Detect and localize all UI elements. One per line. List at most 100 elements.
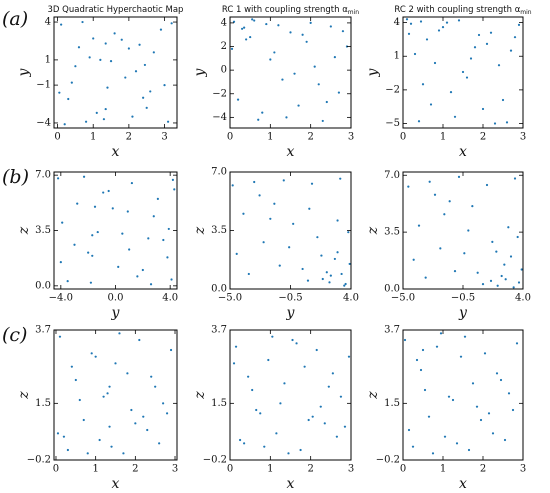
y-tick-label: 4	[45, 17, 51, 28]
point	[147, 237, 150, 240]
point	[301, 33, 304, 36]
point	[236, 98, 240, 101]
point	[297, 104, 300, 107]
point	[347, 231, 350, 234]
x-tick-label: 2	[307, 464, 313, 475]
point	[126, 210, 129, 213]
point	[278, 264, 281, 267]
point	[339, 177, 342, 180]
y-tick-label: −2	[212, 88, 227, 99]
point	[412, 258, 415, 261]
point	[230, 47, 234, 50]
point	[66, 448, 69, 452]
y-axis-label: y	[365, 67, 381, 77]
x-tick-label: 3	[348, 464, 354, 475]
point	[70, 365, 73, 368]
point	[471, 205, 474, 208]
point	[131, 115, 134, 118]
point	[457, 19, 461, 22]
x-tick-label: 3	[348, 132, 354, 143]
x-axis-label: x	[287, 476, 295, 492]
point	[167, 227, 170, 231]
y-tick-label: −4	[36, 117, 51, 128]
plot-frame	[53, 16, 178, 129]
point	[277, 24, 280, 27]
point	[481, 283, 485, 286]
point	[62, 435, 66, 438]
point	[479, 418, 483, 422]
y-tick-label: 2	[221, 41, 227, 52]
point	[483, 352, 487, 355]
point	[89, 281, 92, 284]
point	[92, 37, 95, 40]
point	[307, 418, 310, 422]
point	[171, 178, 174, 182]
point	[94, 355, 97, 358]
point	[496, 284, 499, 287]
point	[308, 207, 311, 210]
x-tick-label: 1	[267, 132, 273, 143]
point	[102, 118, 106, 121]
point	[437, 29, 441, 32]
point	[513, 36, 517, 39]
x-axis-label: x	[287, 144, 295, 160]
point	[501, 98, 505, 102]
plot-frame	[229, 16, 352, 129]
point	[251, 18, 254, 21]
point	[232, 362, 236, 365]
point	[249, 35, 252, 39]
y-axis-label: z	[192, 226, 208, 235]
plot-frame	[53, 171, 178, 290]
point	[238, 438, 242, 442]
point	[146, 428, 149, 432]
x-tick-label: −0.5	[278, 293, 302, 304]
point	[333, 56, 336, 59]
point	[142, 96, 145, 99]
panel-label: (a)	[2, 8, 28, 30]
point	[73, 243, 76, 246]
point	[507, 226, 510, 229]
x-axis-label: y	[111, 305, 121, 321]
point	[459, 355, 463, 358]
point	[165, 412, 169, 415]
y-tick-label: −0.2	[203, 455, 227, 466]
point	[504, 278, 507, 281]
plot-frame	[402, 171, 524, 290]
point	[118, 332, 121, 335]
point	[61, 221, 64, 224]
point	[142, 415, 145, 418]
point	[138, 338, 141, 342]
point	[473, 46, 477, 49]
point	[127, 47, 130, 50]
point	[511, 408, 515, 412]
point	[289, 31, 292, 34]
point	[156, 197, 159, 200]
point	[423, 388, 427, 392]
point	[313, 65, 316, 68]
point	[124, 76, 127, 79]
point	[453, 115, 457, 118]
point	[63, 123, 66, 126]
point	[463, 335, 467, 338]
point	[108, 385, 111, 388]
point	[500, 274, 503, 278]
point	[283, 382, 286, 385]
panel-title: RC 1 with coupling strength αmin	[222, 5, 359, 16]
y-tick-label: 1.5	[384, 398, 400, 409]
point	[96, 230, 99, 234]
x-tick-label: −5.0	[218, 293, 242, 304]
panel-label: (b)	[2, 166, 29, 188]
x-tick-label: 1	[92, 464, 98, 475]
point	[325, 100, 328, 104]
panel-title-text: RC 1 with coupling strength α	[222, 5, 348, 15]
point	[247, 375, 250, 378]
point	[319, 405, 322, 408]
point	[327, 385, 330, 388]
point	[281, 78, 284, 81]
y-axis-label: z	[365, 226, 381, 235]
point	[84, 120, 88, 123]
point	[271, 335, 274, 338]
point	[74, 65, 77, 68]
point	[234, 345, 238, 348]
